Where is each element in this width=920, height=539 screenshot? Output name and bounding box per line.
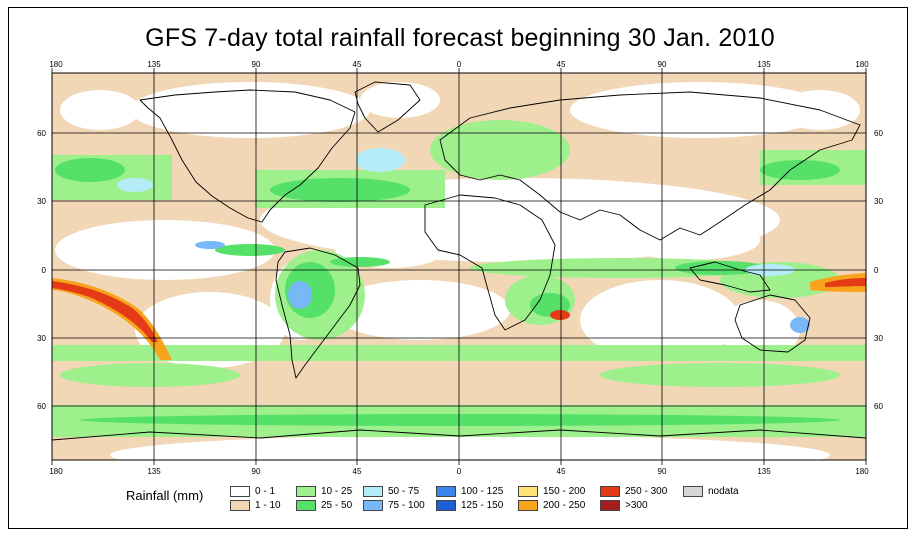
lon-label: 180	[49, 467, 63, 476]
legend-swatch	[296, 486, 316, 497]
lon-label: 0	[457, 60, 462, 69]
lon-label: 45	[557, 467, 566, 476]
latitude-labels-right: 60 30 0 30 60	[874, 129, 883, 411]
lat-label: 30	[874, 334, 883, 343]
legend-label: 200 - 250	[543, 500, 586, 511]
lon-label: 45	[557, 60, 566, 69]
antarctica-coast	[51, 429, 867, 441]
legend-swatch	[230, 500, 250, 511]
north-america-coast	[139, 89, 356, 223]
legend-swatch	[518, 500, 538, 511]
lat-label: 30	[874, 197, 883, 206]
legend-swatch	[363, 500, 383, 511]
lat-label: 60	[874, 129, 883, 138]
greenland-coast	[354, 81, 421, 133]
lat-label: 60	[37, 402, 46, 411]
legend-swatch	[436, 500, 456, 511]
rain-25-50	[55, 158, 840, 426]
figure-frame	[8, 7, 908, 529]
lon-label: 180	[49, 60, 63, 69]
legend-swatch	[518, 486, 538, 497]
lon-label: 135	[147, 60, 161, 69]
lon-label: 90	[658, 60, 667, 69]
legend-title: Rainfall (mm)	[126, 488, 204, 503]
legend-label: 250 - 300	[625, 486, 668, 497]
legend-swatch	[436, 486, 456, 497]
lat-label: 60	[37, 129, 46, 138]
legend-label: 10 - 25	[321, 486, 353, 497]
australia-coast	[734, 294, 811, 353]
lon-label: 45	[353, 60, 362, 69]
tick-marks	[51, 68, 867, 465]
lon-label: 90	[252, 60, 261, 69]
lon-label: 180	[855, 60, 869, 69]
legend-label: 100 - 125	[461, 486, 504, 497]
longitude-labels-top: 180 135 90 45 0 45 90 135 180	[49, 60, 869, 69]
lon-label: 135	[147, 467, 161, 476]
latitude-labels-left: 60 30 0 30 60	[37, 129, 46, 411]
lon-label: 0	[457, 467, 462, 476]
legend-swatch	[363, 486, 383, 497]
longitude-labels-bottom: 180 135 90 45 0 45 90 135 180	[49, 467, 869, 476]
legend-label: 50 - 75	[388, 486, 420, 497]
graticule	[52, 73, 866, 460]
eurasia-coast	[439, 91, 861, 241]
legend-label: 1 - 10	[255, 500, 281, 511]
lon-label: 45	[353, 467, 362, 476]
lat-label: 0	[42, 266, 47, 275]
coastlines	[51, 81, 867, 441]
map-title: GFS 7-day total rainfall forecast beginn…	[145, 24, 775, 52]
indonesia-coast	[689, 261, 771, 293]
lat-label: 30	[37, 334, 46, 343]
lon-label: 135	[757, 60, 771, 69]
legend-swatch	[600, 486, 620, 497]
rain-50-100	[117, 148, 810, 333]
africa-coast	[424, 194, 556, 331]
legend-label: >300	[625, 500, 648, 511]
lon-label: 90	[658, 467, 667, 476]
legend-label: 75 - 100	[388, 500, 425, 511]
lon-label: 135	[757, 467, 771, 476]
legend-swatch	[296, 500, 316, 511]
legend-label: nodata	[708, 486, 739, 497]
legend-label: 125 - 150	[461, 500, 504, 511]
heavy-rain-spcz	[52, 273, 866, 360]
legend-swatch	[230, 486, 250, 497]
lat-label: 60	[874, 402, 883, 411]
legend-label: 0 - 1	[255, 486, 276, 497]
legend-label: 150 - 200	[543, 486, 586, 497]
lon-label: 90	[252, 467, 261, 476]
lat-label: 30	[37, 197, 46, 206]
lon-label: 180	[855, 467, 869, 476]
legend-swatch	[683, 486, 703, 497]
legend-label: 25 - 50	[321, 500, 353, 511]
south-america-coast	[275, 247, 361, 379]
lat-label: 0	[874, 266, 879, 275]
legend-swatch	[600, 500, 620, 511]
